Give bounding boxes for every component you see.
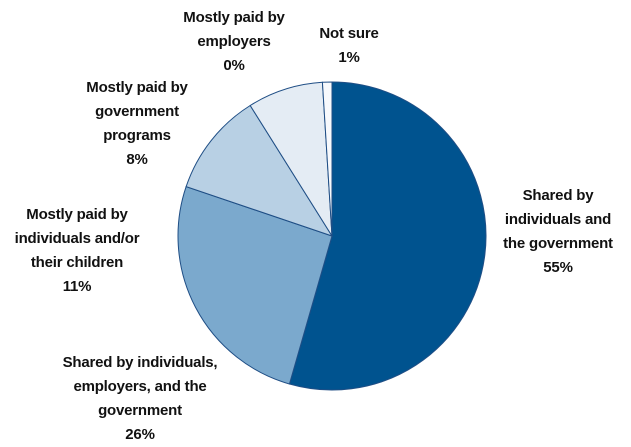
slice-label: Mostly paid by employers 0% xyxy=(183,9,285,74)
slice-value-label: 0% xyxy=(223,57,244,74)
slice-label: Mostly paid by government programs 8% xyxy=(86,79,188,168)
slice-label-line: programs xyxy=(103,127,171,144)
slice-label-line: individuals and xyxy=(505,211,611,228)
slice-label-line: government xyxy=(98,402,182,419)
pie-slice xyxy=(177,185,333,385)
slice-label: Shared by individuals, employers, and the… xyxy=(63,354,218,443)
slice-label-line: their children xyxy=(31,254,123,271)
slice-label-line: employers, and the xyxy=(73,378,206,395)
slice-value-label: 1% xyxy=(338,49,359,66)
slice-label: Not sure 1% xyxy=(319,25,378,66)
slice-label: Shared by individuals and the government 55… xyxy=(503,187,613,276)
slice-label-line: Shared by xyxy=(523,187,595,204)
slice-label-line: individuals and/or xyxy=(15,230,140,247)
slice-label-line: Shared by individuals, xyxy=(63,354,218,371)
slice-label: Mostly paid by individuals and/or their ch… xyxy=(15,206,140,295)
slice-value-label: 8% xyxy=(126,151,147,168)
slice-label-line: the government xyxy=(503,235,613,252)
slice-label-line: Mostly paid by xyxy=(26,206,128,223)
pie-slice xyxy=(321,81,333,237)
slice-value-label: 26% xyxy=(125,426,154,443)
slice-value-label: 11% xyxy=(63,278,92,295)
slice-value-label: 55% xyxy=(543,259,572,276)
slice-label-line: government xyxy=(95,103,179,120)
slice-label-line: employers xyxy=(197,33,270,50)
pie-slice xyxy=(185,104,334,237)
slice-label-line: Mostly paid by xyxy=(183,9,285,26)
pie-slices xyxy=(177,81,487,391)
pie-slice xyxy=(288,81,487,391)
pie-labels: Shared by individuals and the government 55… xyxy=(15,9,614,443)
slice-label-line: Not sure xyxy=(319,25,378,42)
slice-label-line: Mostly paid by xyxy=(86,79,188,96)
